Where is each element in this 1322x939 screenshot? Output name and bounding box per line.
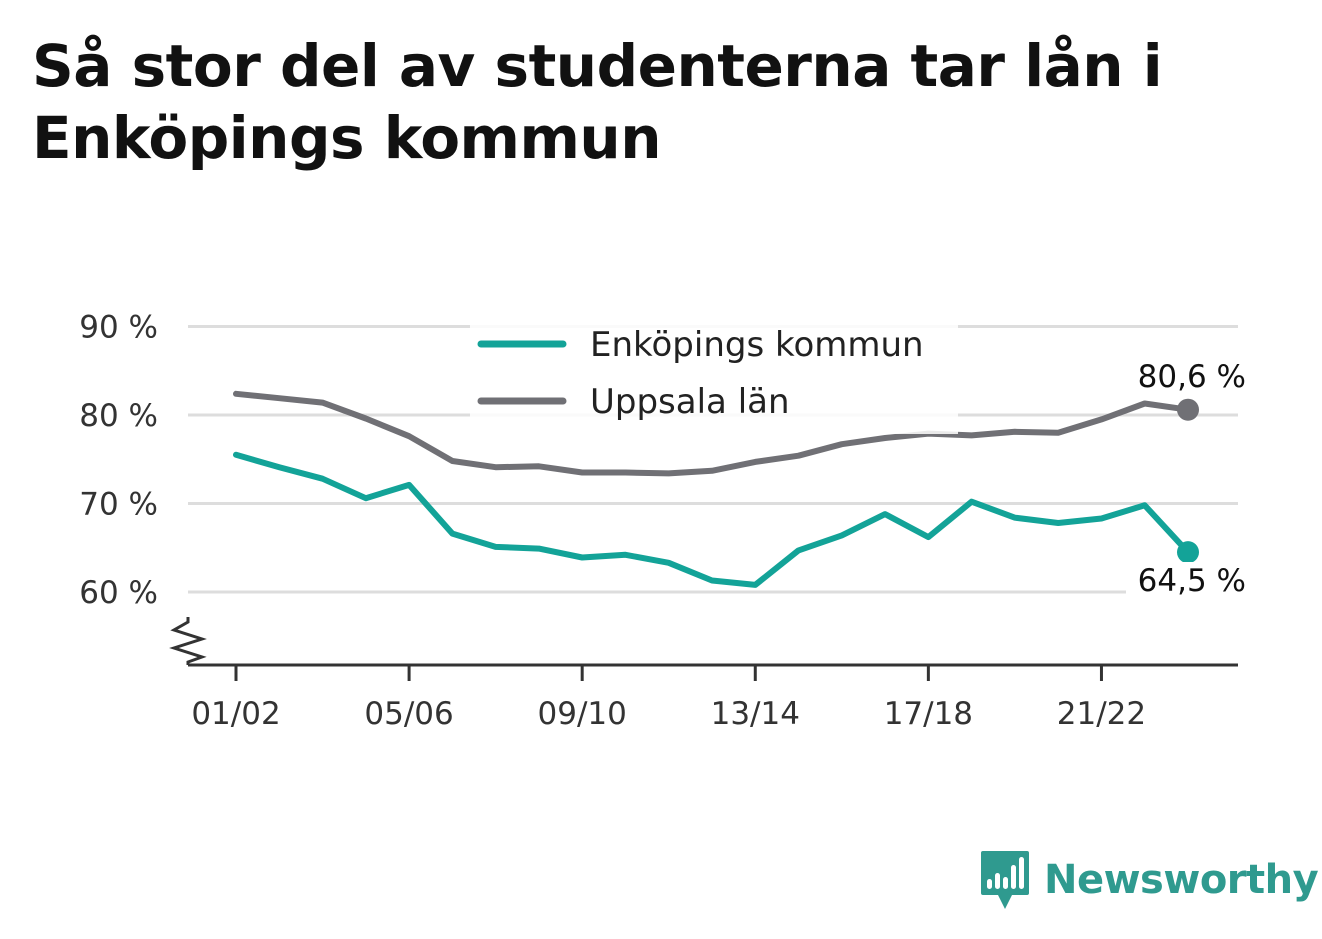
newsworthy-logo-icon bbox=[981, 851, 1029, 909]
axes: 60 % 70 % 80 % 90 % 01/02 05/06 09/10 13/14 17/1… bbox=[79, 310, 1238, 732]
series-end-point bbox=[1177, 541, 1199, 564]
end-labels: 64,5 % 80,6 % bbox=[1126, 359, 1246, 602]
brand-name: Newsworthy bbox=[1044, 857, 1319, 903]
x-tick-label: 17/18 bbox=[884, 696, 973, 732]
legend: Enköpings kommun Uppsala län bbox=[470, 322, 958, 434]
y-tick-label: 90 % bbox=[79, 310, 158, 346]
x-tick-label: 09/10 bbox=[538, 696, 627, 732]
y-tick-label: 70 % bbox=[79, 487, 158, 523]
x-tick-label: 13/14 bbox=[711, 696, 800, 732]
y-tick-label: 80 % bbox=[79, 398, 158, 434]
series-end-point bbox=[1177, 398, 1199, 421]
end-label-enkoping: 64,5 % bbox=[1138, 563, 1246, 599]
series-lines bbox=[233, 390, 1199, 588]
x-tick-label: 05/06 bbox=[364, 696, 453, 732]
axis-break-icon bbox=[169, 617, 207, 665]
end-label-uppsala: 80,6 % bbox=[1138, 359, 1246, 395]
legend-label: Uppsala län bbox=[590, 382, 790, 422]
brand-logo: Newsworthy bbox=[980, 848, 1319, 912]
end-label-background bbox=[1126, 562, 1246, 602]
x-tick-label: 01/02 bbox=[191, 696, 280, 732]
series-line bbox=[233, 390, 1191, 477]
series-line bbox=[233, 451, 1191, 588]
legend-label: Enköpings kommun bbox=[590, 325, 924, 365]
chart-title: Så stor del av studenterna tar lån i Enk… bbox=[32, 32, 1163, 172]
x-tick-label: 21/22 bbox=[1057, 696, 1146, 732]
y-tick-label: 60 % bbox=[79, 575, 158, 611]
